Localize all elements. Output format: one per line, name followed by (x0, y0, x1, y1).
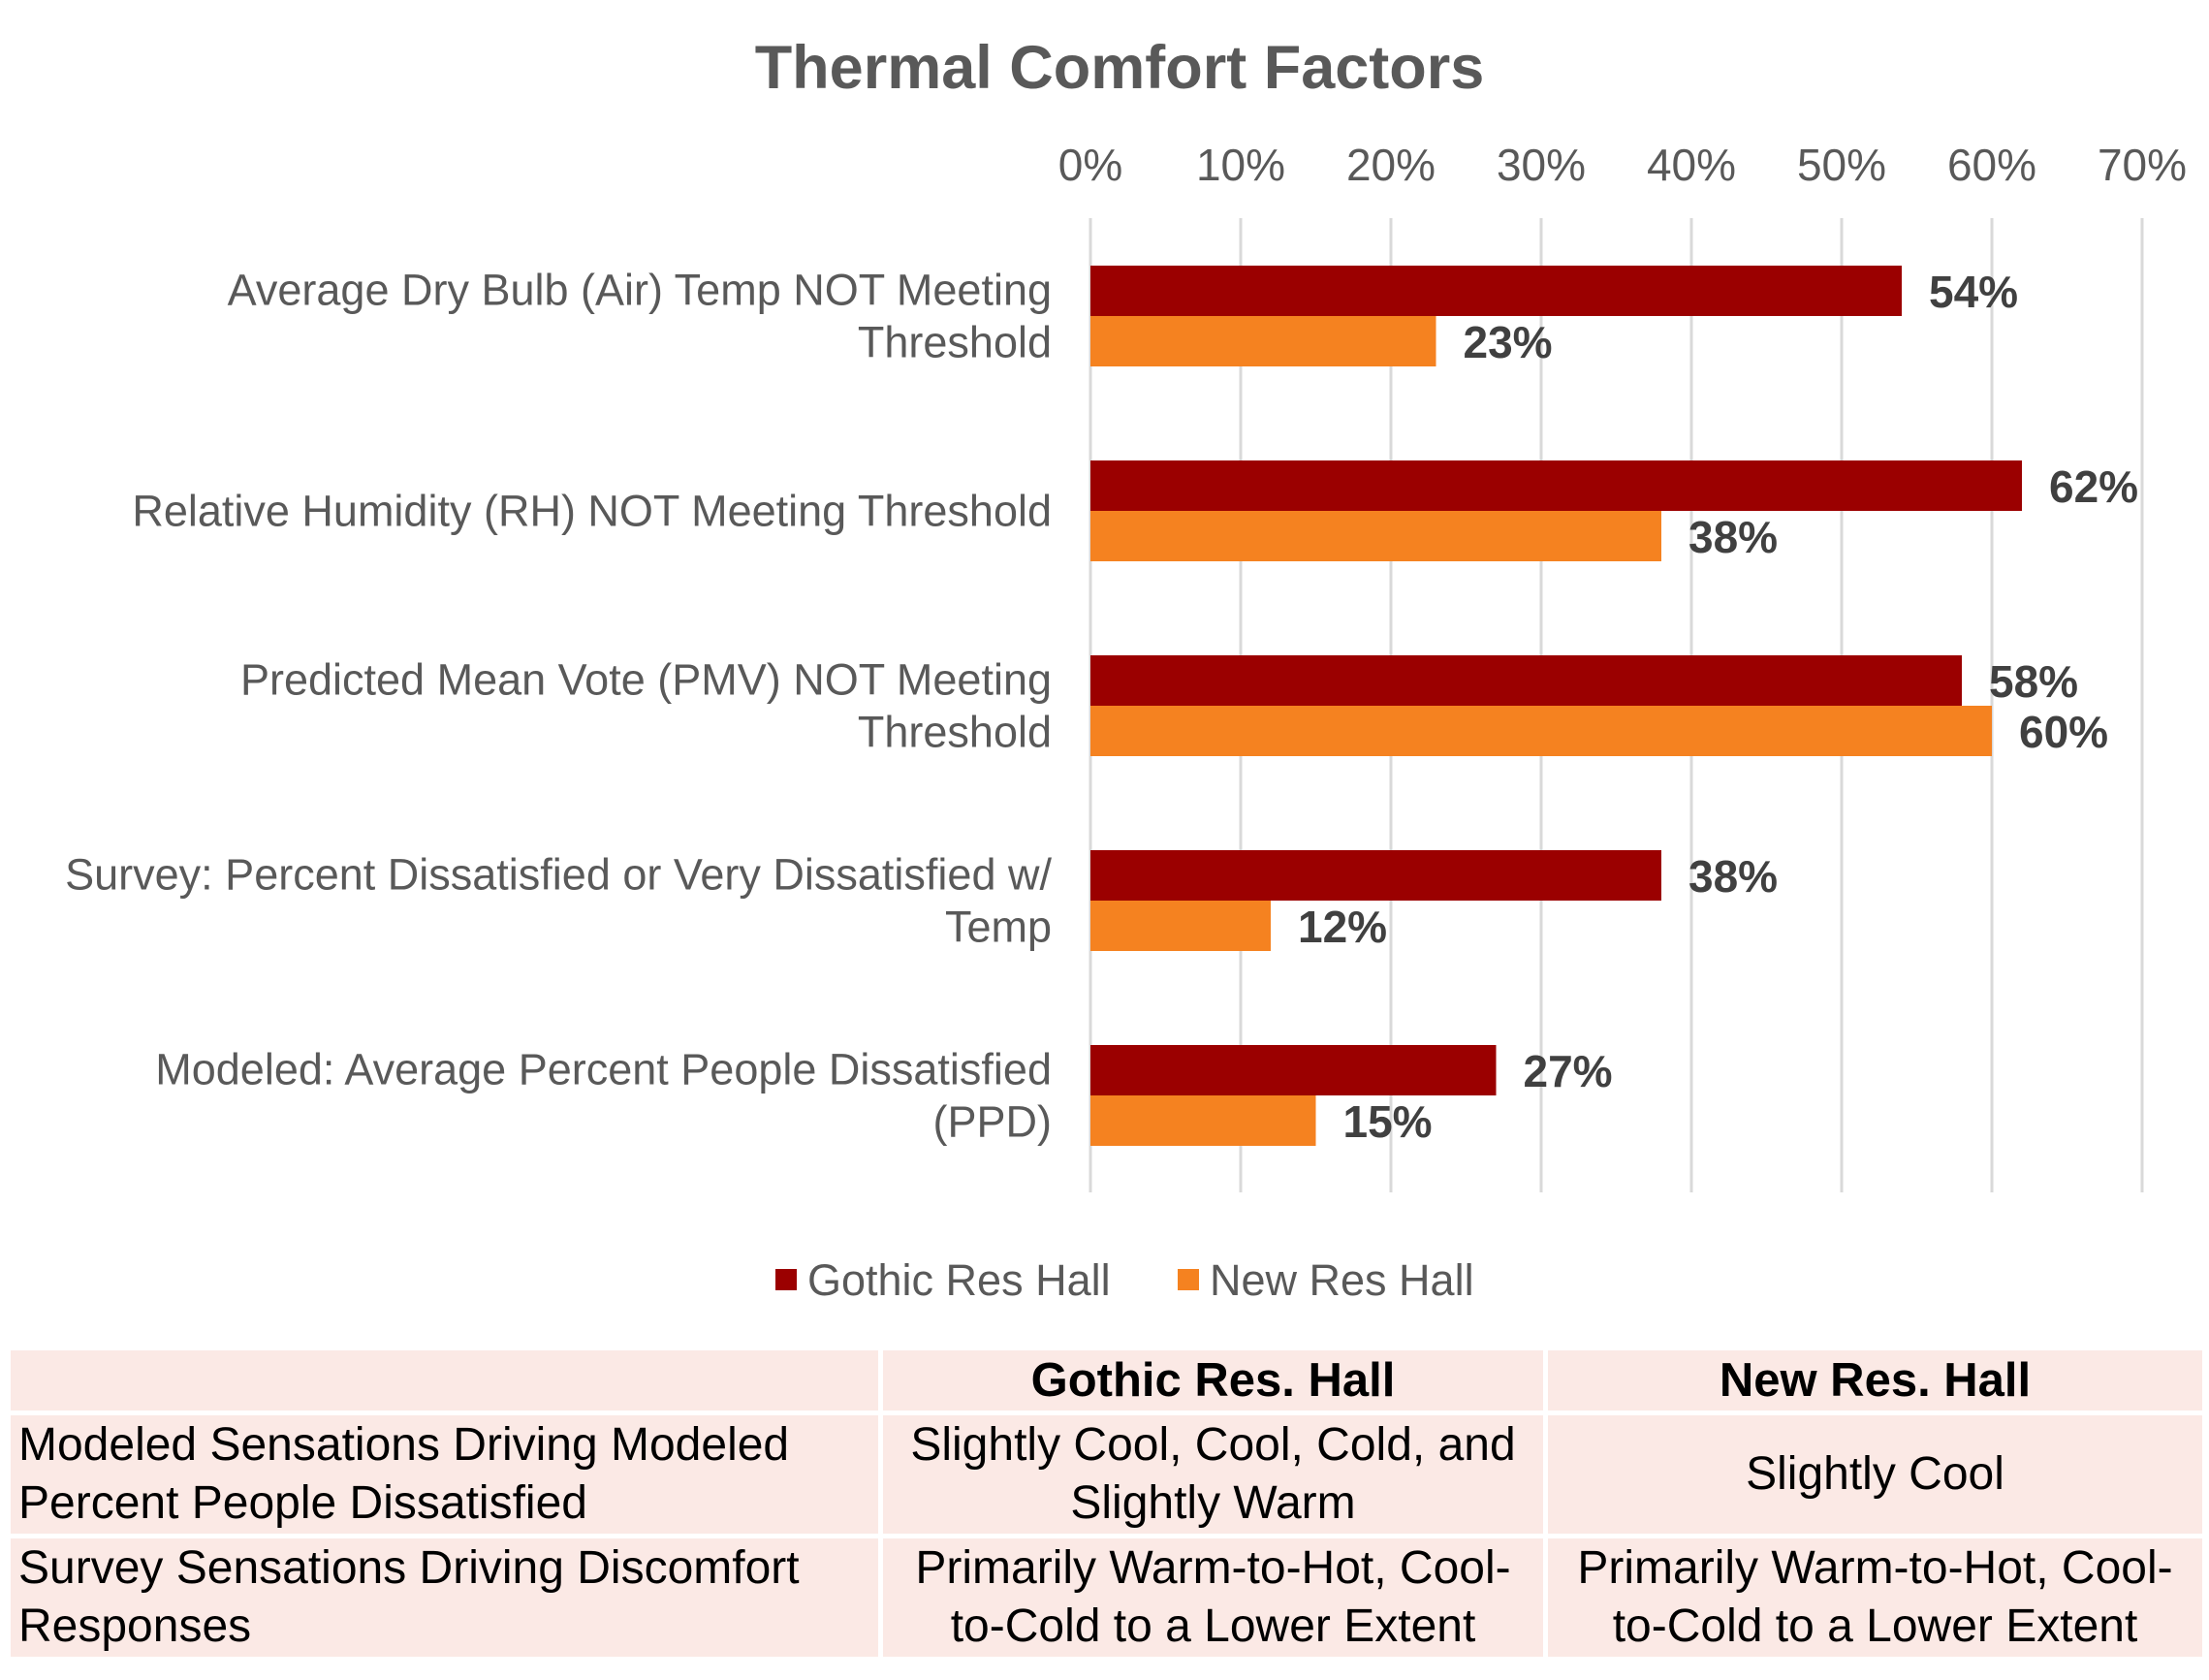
legend-label: New Res Hall (1210, 1255, 1474, 1305)
bar-gothic (1090, 460, 2022, 511)
x-tick-label: 0% (1058, 140, 1122, 190)
table-cell-new: Slightly Cool (1543, 1411, 2207, 1538)
data-label: 15% (1343, 1096, 1433, 1147)
table-header-new: New Res. Hall (1543, 1346, 2207, 1415)
legend-swatch (1178, 1269, 1199, 1290)
x-tick-label: 10% (1196, 140, 1285, 190)
bars (1090, 266, 2022, 1146)
bar-new (1090, 511, 1661, 561)
table-cell-new: Primarily Warm-to-Hot, Cool- to-Cold to … (1543, 1534, 2207, 1662)
bar-gothic (1090, 266, 1902, 316)
category-label: Threshold (858, 318, 1052, 367)
legend: Gothic Res Hall New Res Hall (775, 1255, 1474, 1305)
table-text-line: Slightly Cool (1746, 1448, 2004, 1500)
x-tick-label: 50% (1797, 140, 1886, 190)
data-label: 12% (1298, 902, 1387, 952)
table-text-line: Modeled Sensations Driving Modeled (18, 1419, 790, 1471)
x-tick-label: 30% (1497, 140, 1586, 190)
data-label: 27% (1524, 1046, 1613, 1096)
legend-swatch (775, 1269, 797, 1290)
category-label: Modeled: Average Percent People Dissatis… (155, 1045, 1052, 1094)
bar-new (1090, 706, 1992, 756)
data-label: 60% (2019, 707, 2108, 757)
table-text-line: Responses (18, 1601, 252, 1652)
x-tick-label: 40% (1647, 140, 1736, 190)
table-header-row: Gothic Res. Hall New Res. Hall (6, 1346, 2207, 1415)
chart: Thermal Comfort Factors 0% 10% 20% 30% 40% 50… (65, 34, 2187, 1305)
bar-gothic (1090, 850, 1661, 901)
chart-title: Thermal Comfort Factors (755, 34, 1485, 102)
data-label: 38% (1688, 851, 1778, 902)
table-text-line: to-Cold to a Lower Extent (1612, 1601, 2138, 1652)
data-labels: 54% 62% 58% 38% 27% 23% 38% 60% 12% 15% (1298, 267, 2138, 1147)
data-label: 23% (1464, 317, 1553, 367)
category-label: Survey: Percent Dissatisfied or Very Dis… (65, 850, 1052, 900)
table-text-line: to-Cold to a Lower Extent (950, 1601, 1476, 1652)
table-row: Survey Sensations Driving Discomfort Res… (6, 1534, 2207, 1662)
x-tick-label: 70% (2098, 140, 2187, 190)
table-row-label: Modeled Sensations Driving Modeled Perce… (6, 1411, 883, 1538)
table-text-line: Percent People Dissatisfied (18, 1477, 587, 1529)
category-label: Predicted Mean Vote (PMV) NOT Meeting (240, 655, 1052, 705)
bar-gothic (1090, 1045, 1497, 1095)
category-label: Average Dry Bulb (Air) Temp NOT Meeting (228, 266, 1052, 315)
bar-new (1090, 901, 1271, 951)
table-cell-gothic: Slightly Cool, Cool, Cold, and Slightly … (878, 1411, 1548, 1538)
category-label: (PPD) (933, 1097, 1053, 1147)
data-label: 62% (2049, 461, 2138, 512)
table-text-line: Primarily Warm-to-Hot, Cool- (915, 1542, 1511, 1594)
table-header-empty (6, 1346, 883, 1415)
table-cell-gothic: Primarily Warm-to-Hot, Cool- to-Cold to … (878, 1534, 1548, 1662)
table-header-gothic: Gothic Res. Hall (878, 1346, 1548, 1415)
summary-table: Gothic Res. Hall New Res. Hall Modeled S… (6, 1346, 2207, 1662)
table-row: Modeled Sensations Driving Modeled Perce… (6, 1411, 2207, 1538)
legend-label: Gothic Res Hall (807, 1255, 1111, 1305)
x-tick-label: 60% (1947, 140, 2036, 190)
bar-gothic (1090, 655, 1962, 706)
data-label: 54% (1929, 267, 2018, 317)
table-text-line: Survey Sensations Driving Discomfort (18, 1542, 800, 1594)
table-text-line: Slightly Warm (1070, 1477, 1356, 1529)
data-label: 38% (1688, 512, 1778, 562)
data-label: 58% (1989, 656, 2078, 707)
x-axis-ticks: 0% 10% 20% 30% 40% 50% 60% 70% (1058, 140, 2187, 190)
category-label: Relative Humidity (RH) NOT Meeting Thres… (132, 487, 1052, 536)
bar-new (1090, 1095, 1316, 1146)
table-row-label: Survey Sensations Driving Discomfort Res… (6, 1534, 883, 1662)
bar-new (1090, 316, 1436, 366)
x-tick-label: 20% (1346, 140, 1436, 190)
table-text-line: Slightly Cool, Cool, Cold, and (910, 1419, 1516, 1471)
category-label: Temp (945, 903, 1052, 952)
category-labels: Average Dry Bulb (Air) Temp NOT MeetingT… (65, 266, 1052, 1147)
category-label: Threshold (858, 708, 1052, 757)
table-text-line: Primarily Warm-to-Hot, Cool- (1577, 1542, 2173, 1594)
